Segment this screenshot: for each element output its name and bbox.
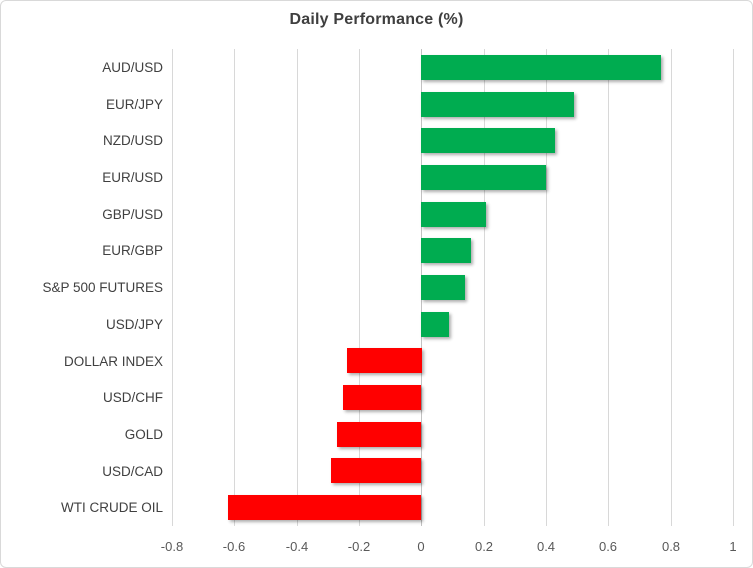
category-label: EUR/JPY (105, 97, 163, 112)
x-tick-label: 0 (417, 539, 425, 554)
category-label: USD/CAD (102, 464, 163, 479)
gridline (359, 49, 360, 526)
bar (337, 422, 421, 447)
bar (421, 238, 471, 263)
x-tick-label: 0.6 (598, 539, 618, 554)
x-tick-label: 1 (729, 539, 737, 554)
bar (421, 202, 486, 227)
category-label: S&P 500 FUTURES (42, 280, 163, 295)
x-tick-label: -0.2 (347, 539, 371, 554)
category-label: WTI CRUDE OIL (60, 500, 163, 515)
x-tick-label: -0.4 (285, 539, 309, 554)
x-tick-label: -0.8 (160, 539, 184, 554)
bar (347, 348, 422, 373)
bar (228, 495, 421, 520)
bar (421, 165, 546, 190)
bar (421, 312, 449, 337)
category-label: AUD/USD (102, 60, 163, 75)
gridline (172, 49, 173, 526)
category-label: DOLLAR INDEX (63, 354, 163, 369)
chart-title: Daily Performance (%) (289, 11, 464, 28)
plot-area (172, 49, 734, 526)
gridline (733, 49, 734, 526)
category-label: EUR/GBP (102, 243, 163, 258)
x-tick-label: 0.8 (661, 539, 681, 554)
gridline (234, 49, 235, 526)
gridline (546, 49, 547, 526)
bar (343, 385, 421, 410)
category-label: GOLD (124, 427, 163, 442)
bar (421, 92, 574, 117)
gridline (484, 49, 485, 526)
x-tick-label: 0.2 (474, 539, 494, 554)
bar (421, 275, 465, 300)
category-label: GBP/USD (102, 207, 163, 222)
category-label: NZD/USD (103, 133, 163, 148)
x-tick-label: -0.6 (222, 539, 246, 554)
gridline (671, 49, 672, 526)
category-label: USD/JPY (105, 317, 163, 332)
bar (421, 55, 661, 80)
category-label: EUR/USD (102, 170, 163, 185)
bar (331, 458, 421, 483)
category-label: USD/CHF (103, 390, 163, 405)
gridline (297, 49, 298, 526)
x-tick-label: 0.4 (536, 539, 556, 554)
bar (421, 128, 555, 153)
gridline (608, 49, 609, 526)
